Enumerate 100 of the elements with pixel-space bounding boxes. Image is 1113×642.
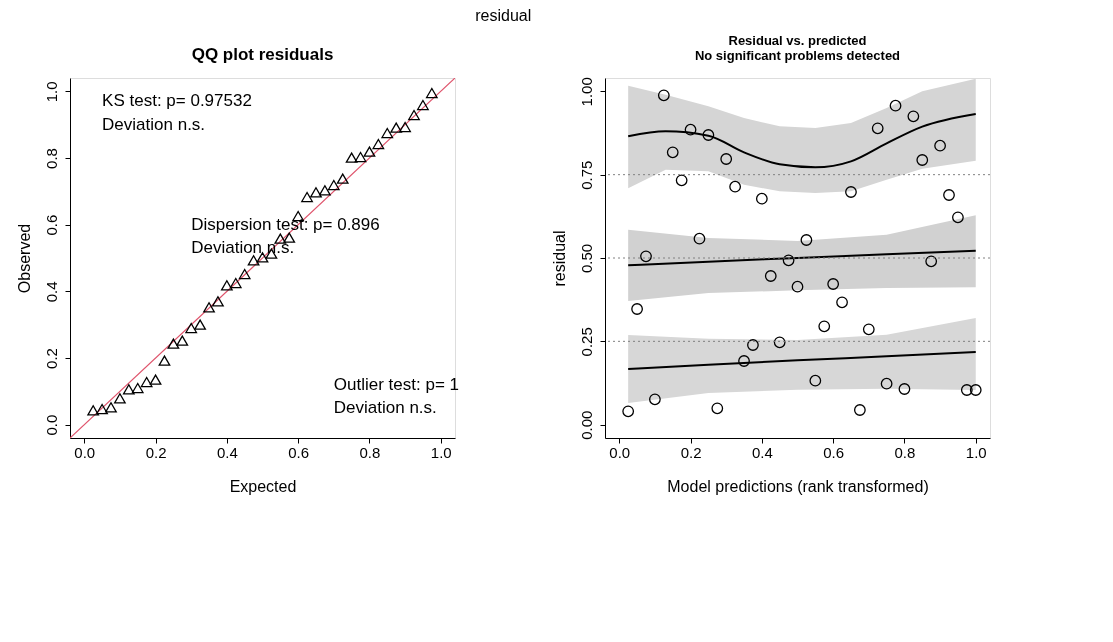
point <box>729 180 742 193</box>
point <box>952 211 964 224</box>
point <box>960 384 973 396</box>
x-tick-label: 0.8 <box>894 443 916 461</box>
point <box>791 280 804 293</box>
point <box>916 154 929 166</box>
point <box>773 336 786 349</box>
point <box>880 377 893 390</box>
point <box>336 173 349 184</box>
point <box>176 335 189 346</box>
chart-title: Residual vs. predicted <box>728 32 867 48</box>
x-tick-label: 1.0 <box>965 443 987 461</box>
y-axis-title: residual <box>550 230 568 287</box>
point <box>381 127 394 139</box>
point <box>363 146 376 157</box>
point <box>425 87 438 99</box>
line-series <box>627 249 977 267</box>
point <box>114 393 126 404</box>
point <box>131 382 144 394</box>
y-tick-label: 1.0 <box>42 81 60 103</box>
y-tick-label: 0.2 <box>42 348 60 369</box>
point <box>622 405 635 418</box>
x-tick-label: 0.2 <box>145 443 167 461</box>
point <box>657 89 670 102</box>
x-tick-label: 0.4 <box>751 443 773 461</box>
point <box>220 280 233 291</box>
point <box>720 153 733 165</box>
point <box>755 192 768 205</box>
chart-title: QQ plot residuals <box>191 45 334 64</box>
y-axis-title: Observed <box>15 223 33 294</box>
point <box>889 99 902 112</box>
point <box>140 376 153 388</box>
point <box>399 121 411 133</box>
point <box>934 139 946 152</box>
point <box>969 384 982 396</box>
point <box>845 186 857 198</box>
point <box>149 374 162 385</box>
point <box>898 383 911 395</box>
point <box>345 152 358 163</box>
point <box>229 277 242 289</box>
point <box>809 374 822 387</box>
annotation: Deviation n.s. <box>333 398 437 417</box>
point <box>212 296 224 307</box>
x-tick-label: 0.2 <box>680 443 702 461</box>
point <box>836 296 848 309</box>
point <box>631 303 643 315</box>
point <box>907 110 920 123</box>
y-tick-label: 0.6 <box>42 214 60 236</box>
text: residual <box>475 7 532 25</box>
point <box>666 146 679 159</box>
point <box>256 252 269 263</box>
point <box>408 109 420 121</box>
x-tick-label: 0.6 <box>288 443 310 461</box>
y-tick-label: 0.0 <box>42 414 60 436</box>
point <box>185 322 198 334</box>
point <box>782 254 795 267</box>
point <box>684 123 697 136</box>
point <box>310 187 322 198</box>
point <box>122 384 135 395</box>
y-tick-label: 0.8 <box>42 148 60 169</box>
point <box>238 268 251 280</box>
y-tick-label: 0.75 <box>577 160 595 190</box>
x-axis-title: Expected <box>229 477 297 495</box>
point <box>87 405 100 416</box>
annotation: Outlier test: p= 1 <box>333 374 459 394</box>
x-tick-label: 0.0 <box>74 443 96 461</box>
x-tick-label: 0.0 <box>609 443 631 461</box>
annotation: KS test: p= 0.97532 <box>102 91 252 111</box>
point <box>747 339 759 351</box>
point <box>649 393 661 406</box>
point <box>738 355 750 367</box>
x-tick-label: 0.4 <box>216 443 238 461</box>
line-series <box>627 351 977 370</box>
point <box>301 191 313 203</box>
chart-subtitle: No significant problems detected <box>694 47 901 63</box>
point <box>818 320 831 333</box>
point <box>105 402 117 413</box>
x-tick-label: 0.6 <box>823 443 845 461</box>
point <box>764 270 777 282</box>
annotation: Deviation n.s. <box>102 114 206 134</box>
point <box>862 323 875 336</box>
point <box>247 255 260 266</box>
point <box>943 189 955 201</box>
point <box>390 122 403 133</box>
point <box>702 129 715 141</box>
point <box>925 255 938 268</box>
point <box>711 402 724 415</box>
x-axis-title: Model predictions (rank transformed) <box>667 477 929 495</box>
x-tick-label: 0.8 <box>359 443 381 461</box>
y-tick-label: 1.00 <box>577 77 595 107</box>
point <box>640 250 652 263</box>
line-series <box>627 113 977 169</box>
y-tick-label: 0.25 <box>577 327 595 357</box>
point <box>417 99 429 111</box>
y-tick-label: 0.50 <box>577 243 595 274</box>
point <box>354 151 367 163</box>
point <box>853 404 866 416</box>
point <box>827 278 840 290</box>
point <box>167 338 180 349</box>
point <box>871 122 884 135</box>
